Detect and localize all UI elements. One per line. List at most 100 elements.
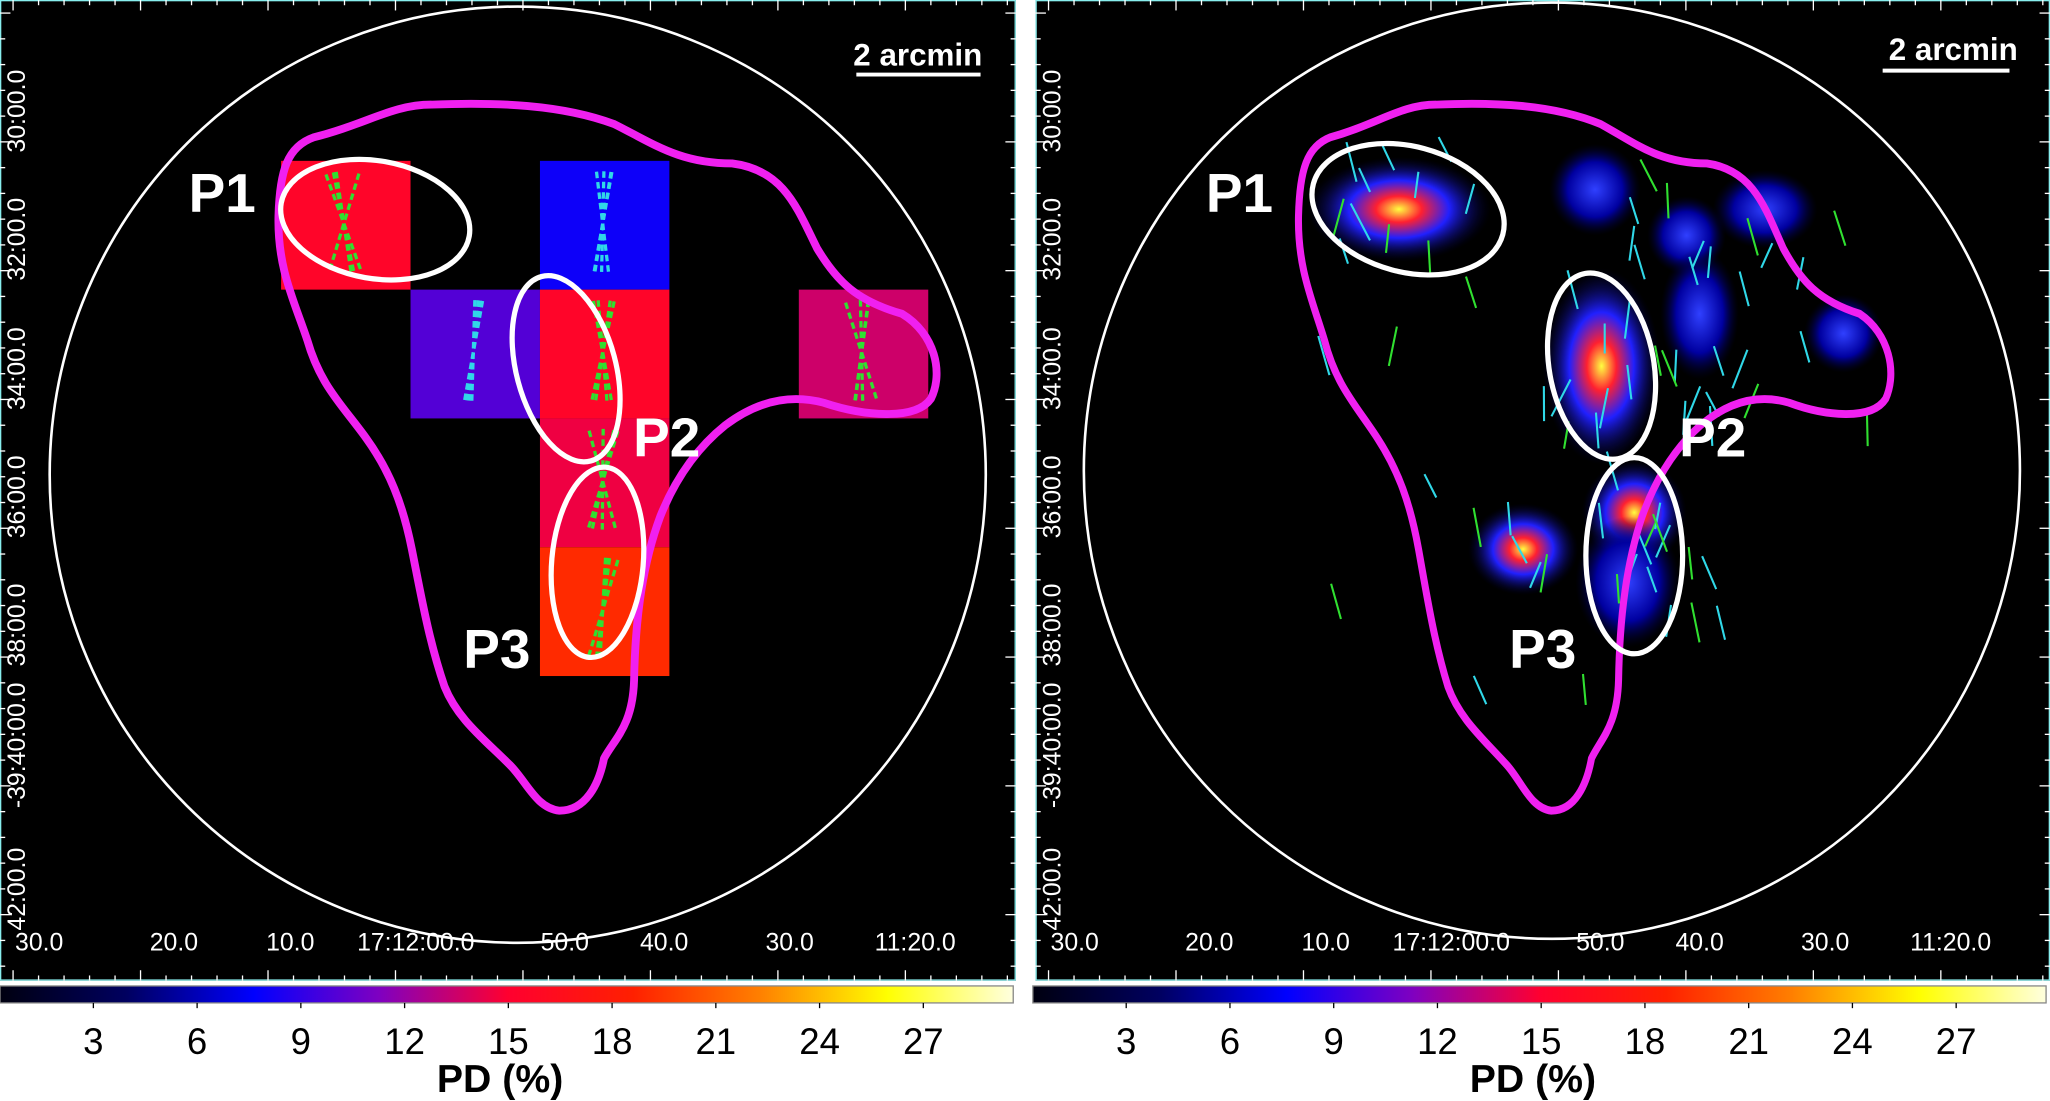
region-ellipse [509, 273, 623, 465]
polarization-vector [1626, 364, 1633, 400]
y-tick-label: 42:00.0 [1039, 848, 1066, 931]
polarization-vector [1688, 256, 1699, 286]
region-ellipse [1583, 455, 1686, 657]
polarization-vector [1317, 335, 1331, 376]
polarization-vector [1349, 203, 1371, 241]
region-label: P2 [633, 406, 700, 468]
polarization-vector [1633, 244, 1646, 280]
contour [1294, 99, 1895, 815]
polarization-vector [1701, 555, 1718, 590]
polarization-vector [1690, 602, 1701, 643]
colorbar-tick-label: 6 [187, 1021, 207, 1062]
polarization-vector [591, 171, 614, 276]
region-label: P3 [463, 618, 530, 680]
polarization-vector [1684, 386, 1702, 423]
panel: P1 P2 P3 2 arcmin 30.0 20.0 10.0 17:12:00.0 50.0… [0, 0, 1016, 1101]
x-tick-label: 50.0 [541, 930, 589, 957]
polarization-vector [1615, 573, 1621, 604]
polarization-vector [1623, 301, 1631, 339]
y-tick-label: 38:00.0 [1039, 584, 1066, 667]
x-tick-label: 50.0 [1576, 930, 1624, 957]
polarization-vector [600, 428, 605, 534]
pd-pixel [410, 289, 540, 419]
colorbar-tick-label: 9 [1324, 1021, 1344, 1062]
colorbar-segment [1032, 985, 1161, 1003]
colorbar-tick-label: 9 [291, 1021, 311, 1062]
polarization-vector [1597, 502, 1605, 539]
scale-bar-label: 2 arcmin [853, 37, 982, 72]
colorbar-frame [0, 985, 1014, 1004]
colorbar-tick-label: 15 [1521, 1021, 1562, 1062]
colorbar-tick-label: 12 [384, 1021, 425, 1062]
x-tick-label: 20.0 [150, 930, 198, 957]
contour [274, 99, 941, 815]
polarization-vector [1413, 171, 1420, 199]
polarization-vector [1708, 406, 1714, 446]
pd-blob [1549, 143, 1641, 236]
polarization-vector [1472, 675, 1488, 705]
polarization-vector [1691, 240, 1705, 269]
x-tick-label: 30.0 [1801, 930, 1849, 957]
region-label: P2 [1679, 406, 1746, 468]
colorbar-segment [1539, 985, 1667, 1003]
polarization-vector [1598, 387, 1609, 429]
panel-frame [0, 0, 1016, 981]
colorbar-segment [1286, 985, 1414, 1003]
polarization-vector [1682, 400, 1687, 435]
colorbar-tick-label: 12 [1417, 1021, 1458, 1062]
panel-background [1035, 0, 2050, 981]
x-tick-label: 11:20.0 [875, 930, 956, 957]
polarization-vector [1539, 554, 1549, 593]
polarization-vector [1550, 379, 1572, 417]
polarization-vector [1673, 349, 1678, 382]
pd-blob [1468, 503, 1579, 595]
y-tick-label: 38:00.0 [4, 584, 31, 667]
colorbar-segment [1159, 985, 1287, 1003]
colorbar-tick-label: 18 [592, 1021, 633, 1062]
polarization-vector [1652, 513, 1668, 553]
polarization-vector [1638, 534, 1653, 565]
x-tick-label: 30.0 [766, 930, 814, 957]
colorbar-tick-label: 21 [1728, 1021, 1769, 1062]
region-label: P3 [1509, 618, 1576, 680]
y-tick-label: 42:00.0 [4, 848, 31, 931]
colorbar-tick-label: 21 [695, 1021, 736, 1062]
colorbar-segment [126, 985, 254, 1003]
polarization-vector [1665, 182, 1670, 219]
polarization-vector [1715, 605, 1727, 640]
region-ellipse [1309, 140, 1507, 278]
colorbar-tick-label: 27 [1936, 1021, 1977, 1062]
colorbar-frame [1032, 985, 2047, 1004]
polarization-vector [1712, 345, 1725, 376]
x-tick-label: 30.0 [15, 930, 63, 957]
y-tick-label: 34:00.0 [1039, 327, 1066, 410]
colorbar-tick-label: 3 [1116, 1021, 1136, 1062]
polarization-vector [1566, 270, 1579, 310]
panel-frame [1035, 0, 2050, 981]
colorbar-segment [253, 985, 381, 1003]
y-tick-label: 30:00.0 [4, 70, 31, 153]
y-tick-label: -39:40:00.0 [1039, 683, 1066, 809]
y-tick-label: 32:00.0 [4, 198, 31, 281]
polarization-vector [1529, 561, 1542, 589]
polarization-vector [1731, 349, 1749, 389]
polarization-vector [466, 300, 480, 405]
polarization-vector [1833, 210, 1847, 246]
polarization-vector [1639, 158, 1658, 192]
x-tick-label: 10.0 [1302, 930, 1350, 957]
polarization-vector [1384, 224, 1391, 254]
polarization-vector [1511, 535, 1528, 564]
colorbar-tick-label: 24 [799, 1021, 840, 1062]
polarization-vector [331, 172, 356, 276]
colorbar-segment [1666, 985, 1794, 1003]
polarization-vector [1865, 412, 1869, 447]
x-tick-label: 17:12:00.0 [357, 930, 474, 957]
polarization-vector [1581, 673, 1587, 706]
polarization-vector [1706, 246, 1712, 279]
colorbar-label: PD (%) [1470, 1057, 1596, 1101]
y-tick-label: -39:40:00.0 [4, 683, 31, 809]
x-tick-label: 40.0 [1675, 930, 1723, 957]
polarization-vector [1660, 349, 1678, 387]
polarization-vector [1746, 217, 1759, 256]
